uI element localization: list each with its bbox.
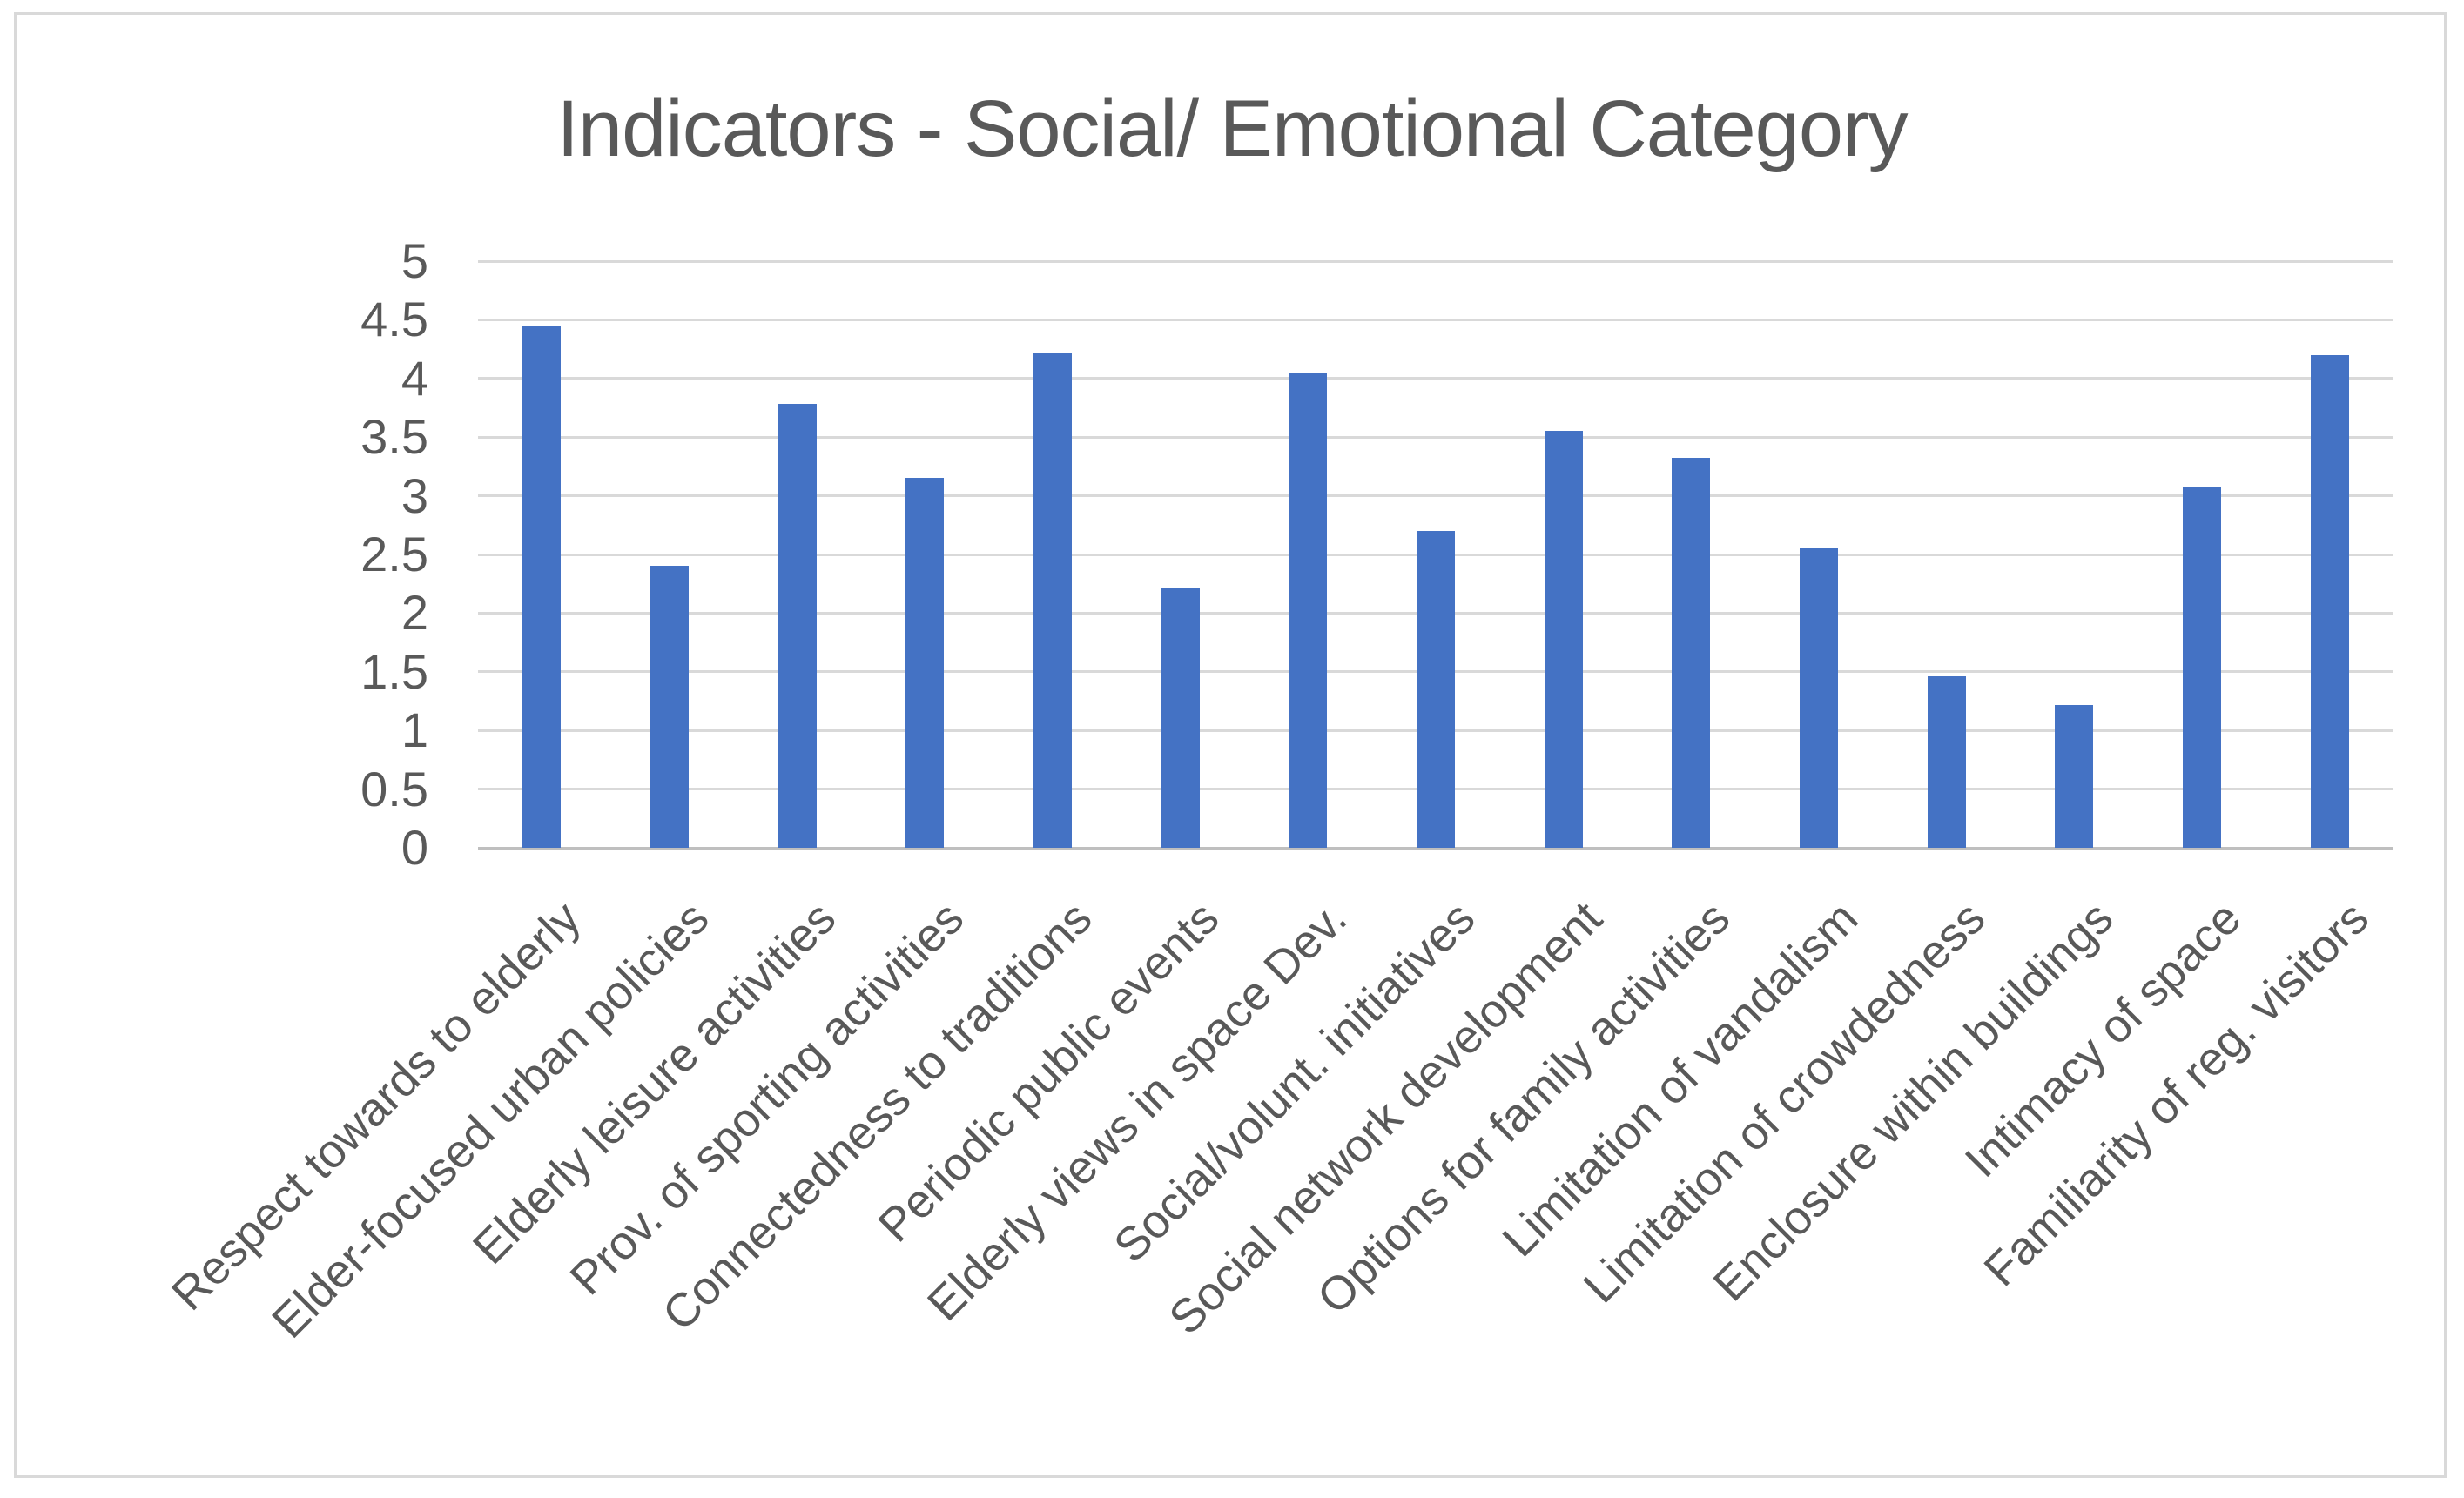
bar xyxy=(905,478,945,848)
chart-border-frame xyxy=(14,12,2447,1478)
bar xyxy=(1544,431,1583,848)
x-axis-line xyxy=(478,846,2393,850)
bar xyxy=(522,326,562,848)
gridline xyxy=(478,494,2393,498)
bar xyxy=(1672,458,1711,848)
bar xyxy=(650,566,689,848)
gridline xyxy=(478,435,2393,439)
bar xyxy=(2183,487,2221,848)
bar xyxy=(2310,354,2349,848)
bar xyxy=(1161,587,1200,848)
y-axis-tick-label: 4 xyxy=(401,350,428,406)
bar xyxy=(1800,548,1838,848)
y-axis-tick-label: 2 xyxy=(401,585,428,641)
y-axis-tick-label: 5 xyxy=(401,233,428,288)
gridline xyxy=(478,377,2393,380)
gridline xyxy=(478,318,2393,321)
y-axis-tick-label: 3 xyxy=(401,467,428,523)
bar xyxy=(778,404,817,848)
y-axis-tick-label: 1.5 xyxy=(360,643,428,699)
bar xyxy=(2055,704,2094,848)
bar xyxy=(1033,353,1072,848)
plot-area xyxy=(478,259,2393,850)
y-axis-tick-label: 4.5 xyxy=(360,292,428,347)
bar xyxy=(1927,676,1966,848)
chart-title: Indicators - Social/ Emotional Category xyxy=(556,84,1908,173)
y-axis-tick-label: 3.5 xyxy=(360,409,428,465)
y-axis-tick-label: 2.5 xyxy=(360,527,428,581)
y-axis-tick-label: 0.5 xyxy=(360,761,428,816)
gridline xyxy=(478,259,2393,263)
bar xyxy=(1289,373,1328,848)
bar xyxy=(1417,531,1455,848)
y-axis-tick-label: 1 xyxy=(401,702,428,758)
y-axis-tick-label: 0 xyxy=(401,820,428,875)
